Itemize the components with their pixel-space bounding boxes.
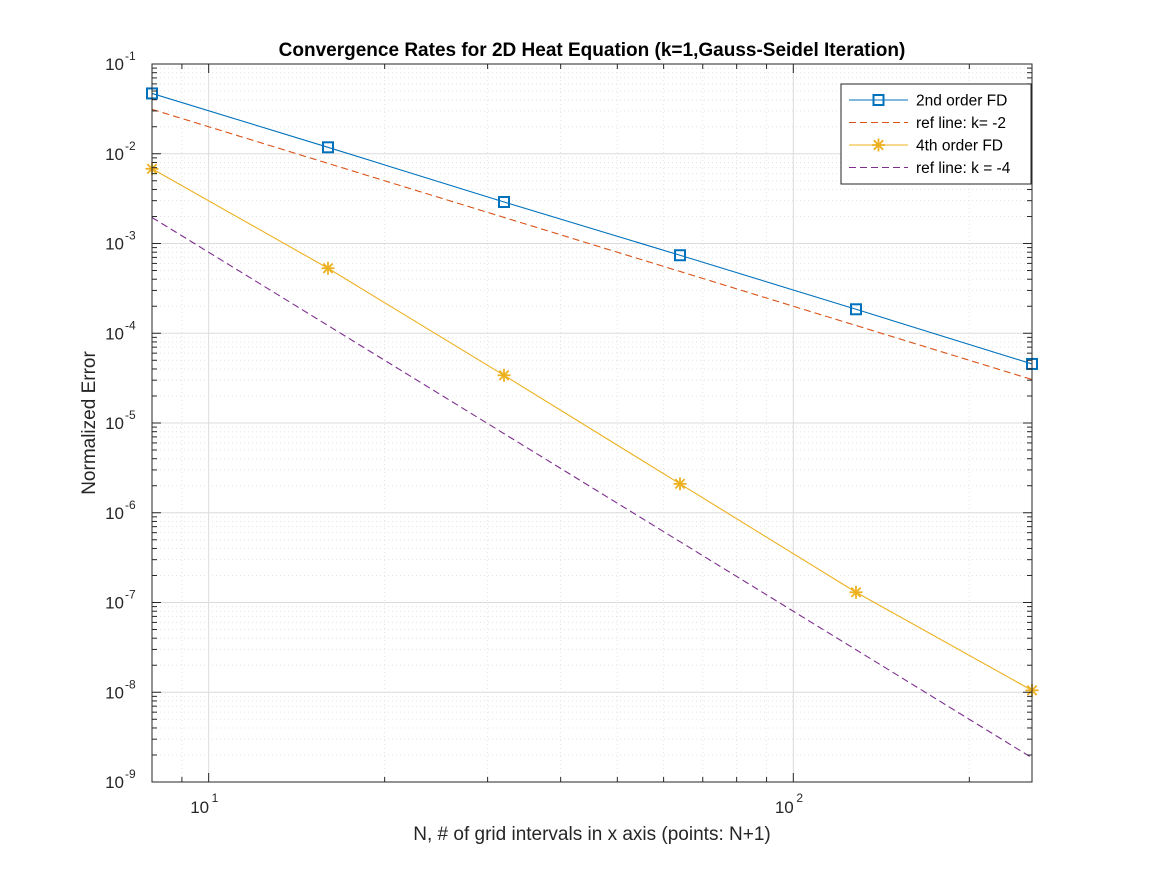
data-point-marker (849, 585, 863, 599)
legend-marker (872, 94, 885, 106)
y-tick-label: 10 -6 (105, 498, 136, 523)
series-1 (146, 87, 1038, 370)
y-tick-exponent: -2 (125, 139, 136, 153)
legend-entry: 2nd order FD (849, 93, 1007, 110)
x-axis-label: N, # of grid intervals in x axis (points… (413, 824, 770, 845)
legend-marker (872, 138, 885, 152)
y-tick-exponent: -9 (125, 767, 136, 781)
data-point-marker (674, 249, 686, 262)
series-line (151, 92, 1033, 365)
y-tick-label: 10 -3 (105, 229, 136, 254)
y-tick-base: 10 (105, 55, 124, 74)
y-axis-label: Normalized Error (79, 351, 100, 495)
x-tick-label: 10 1 (190, 791, 218, 817)
data-point-marker (321, 261, 335, 275)
y-tick-label: 10 -7 (105, 588, 136, 613)
legend-entry: ref line: k= -2 (849, 115, 1006, 132)
x-tick-base: 10 (190, 798, 209, 817)
x-tick-label: 10 2 (775, 791, 803, 817)
data-point-marker (673, 477, 687, 491)
minor-grid (151, 64, 1032, 782)
y-tick-label: 10 -2 (105, 139, 136, 164)
y-tick-base: 10 (105, 414, 124, 433)
x-tick-base: 10 (775, 798, 794, 817)
y-tick-label: 10 -1 (105, 49, 136, 74)
data-point-marker (850, 303, 862, 316)
legend-label: ref line: k = -4 (916, 160, 1011, 177)
y-tick-base: 10 (105, 683, 124, 702)
series-4 (151, 217, 1033, 759)
legend-entry: 4th order FD (849, 138, 1003, 155)
legend: 2nd order FD ref line: k= -2 4th order FD r… (840, 83, 1032, 185)
y-tick-exponent: -6 (125, 498, 136, 512)
x-tick-labels: 10 1 10 2 (190, 791, 803, 817)
x-tick-exponent: 1 (212, 791, 219, 805)
legend-label: 4th order FD (916, 138, 1003, 155)
y-tick-label: 10 -9 (105, 767, 136, 792)
y-tick-base: 10 (105, 504, 124, 523)
y-tick-exponent: -5 (125, 408, 136, 422)
series-layer (145, 87, 1039, 759)
data-point-marker (322, 141, 334, 154)
series-line (151, 217, 1033, 759)
y-tick-exponent: -8 (125, 677, 136, 691)
data-point-marker (498, 195, 510, 208)
y-tick-label: 10 -8 (105, 677, 136, 702)
y-tick-exponent: -4 (125, 318, 136, 332)
y-tick-exponent: -7 (125, 588, 136, 602)
series-line (151, 168, 1033, 691)
y-tick-base: 10 (105, 324, 124, 343)
legend-label: 2nd order FD (916, 93, 1007, 110)
y-tick-base: 10 (105, 235, 124, 254)
y-tick-label: 10 -5 (105, 408, 136, 433)
y-tick-label: 10 -4 (105, 318, 136, 343)
data-point-marker (497, 368, 511, 382)
y-tick-exponent: -1 (125, 49, 136, 63)
y-tick-labels: 10-910-810-710-610-510-410-310-210-1 (105, 49, 136, 792)
x-tick-exponent: 2 (796, 791, 803, 805)
y-tick-exponent: -3 (125, 229, 136, 243)
y-tick-base: 10 (105, 594, 124, 613)
chart-title: Convergence Rates for 2D Heat Equation (… (279, 40, 906, 61)
y-tick-base: 10 (105, 773, 124, 792)
legend-label: ref line: k= -2 (916, 115, 1006, 132)
legend-entry: ref line: k = -4 (849, 160, 1011, 177)
y-tick-base: 10 (105, 145, 124, 164)
